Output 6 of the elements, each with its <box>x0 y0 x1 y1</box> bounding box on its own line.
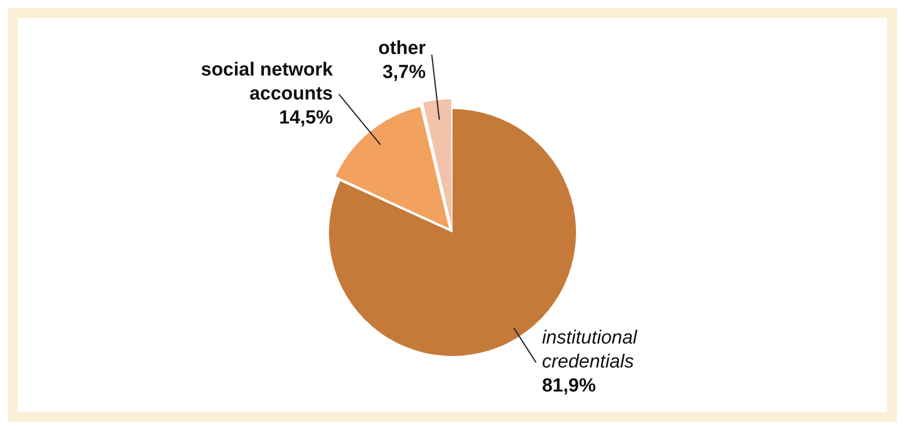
data-label: 81,9% <box>542 376 596 397</box>
data-label: 3,7% <box>382 62 426 83</box>
data-label: 14,5% <box>279 107 333 128</box>
slice-label: social network accounts <box>200 59 334 104</box>
slice-label: other <box>378 38 426 59</box>
slice-label: institutional credentials <box>542 328 638 373</box>
